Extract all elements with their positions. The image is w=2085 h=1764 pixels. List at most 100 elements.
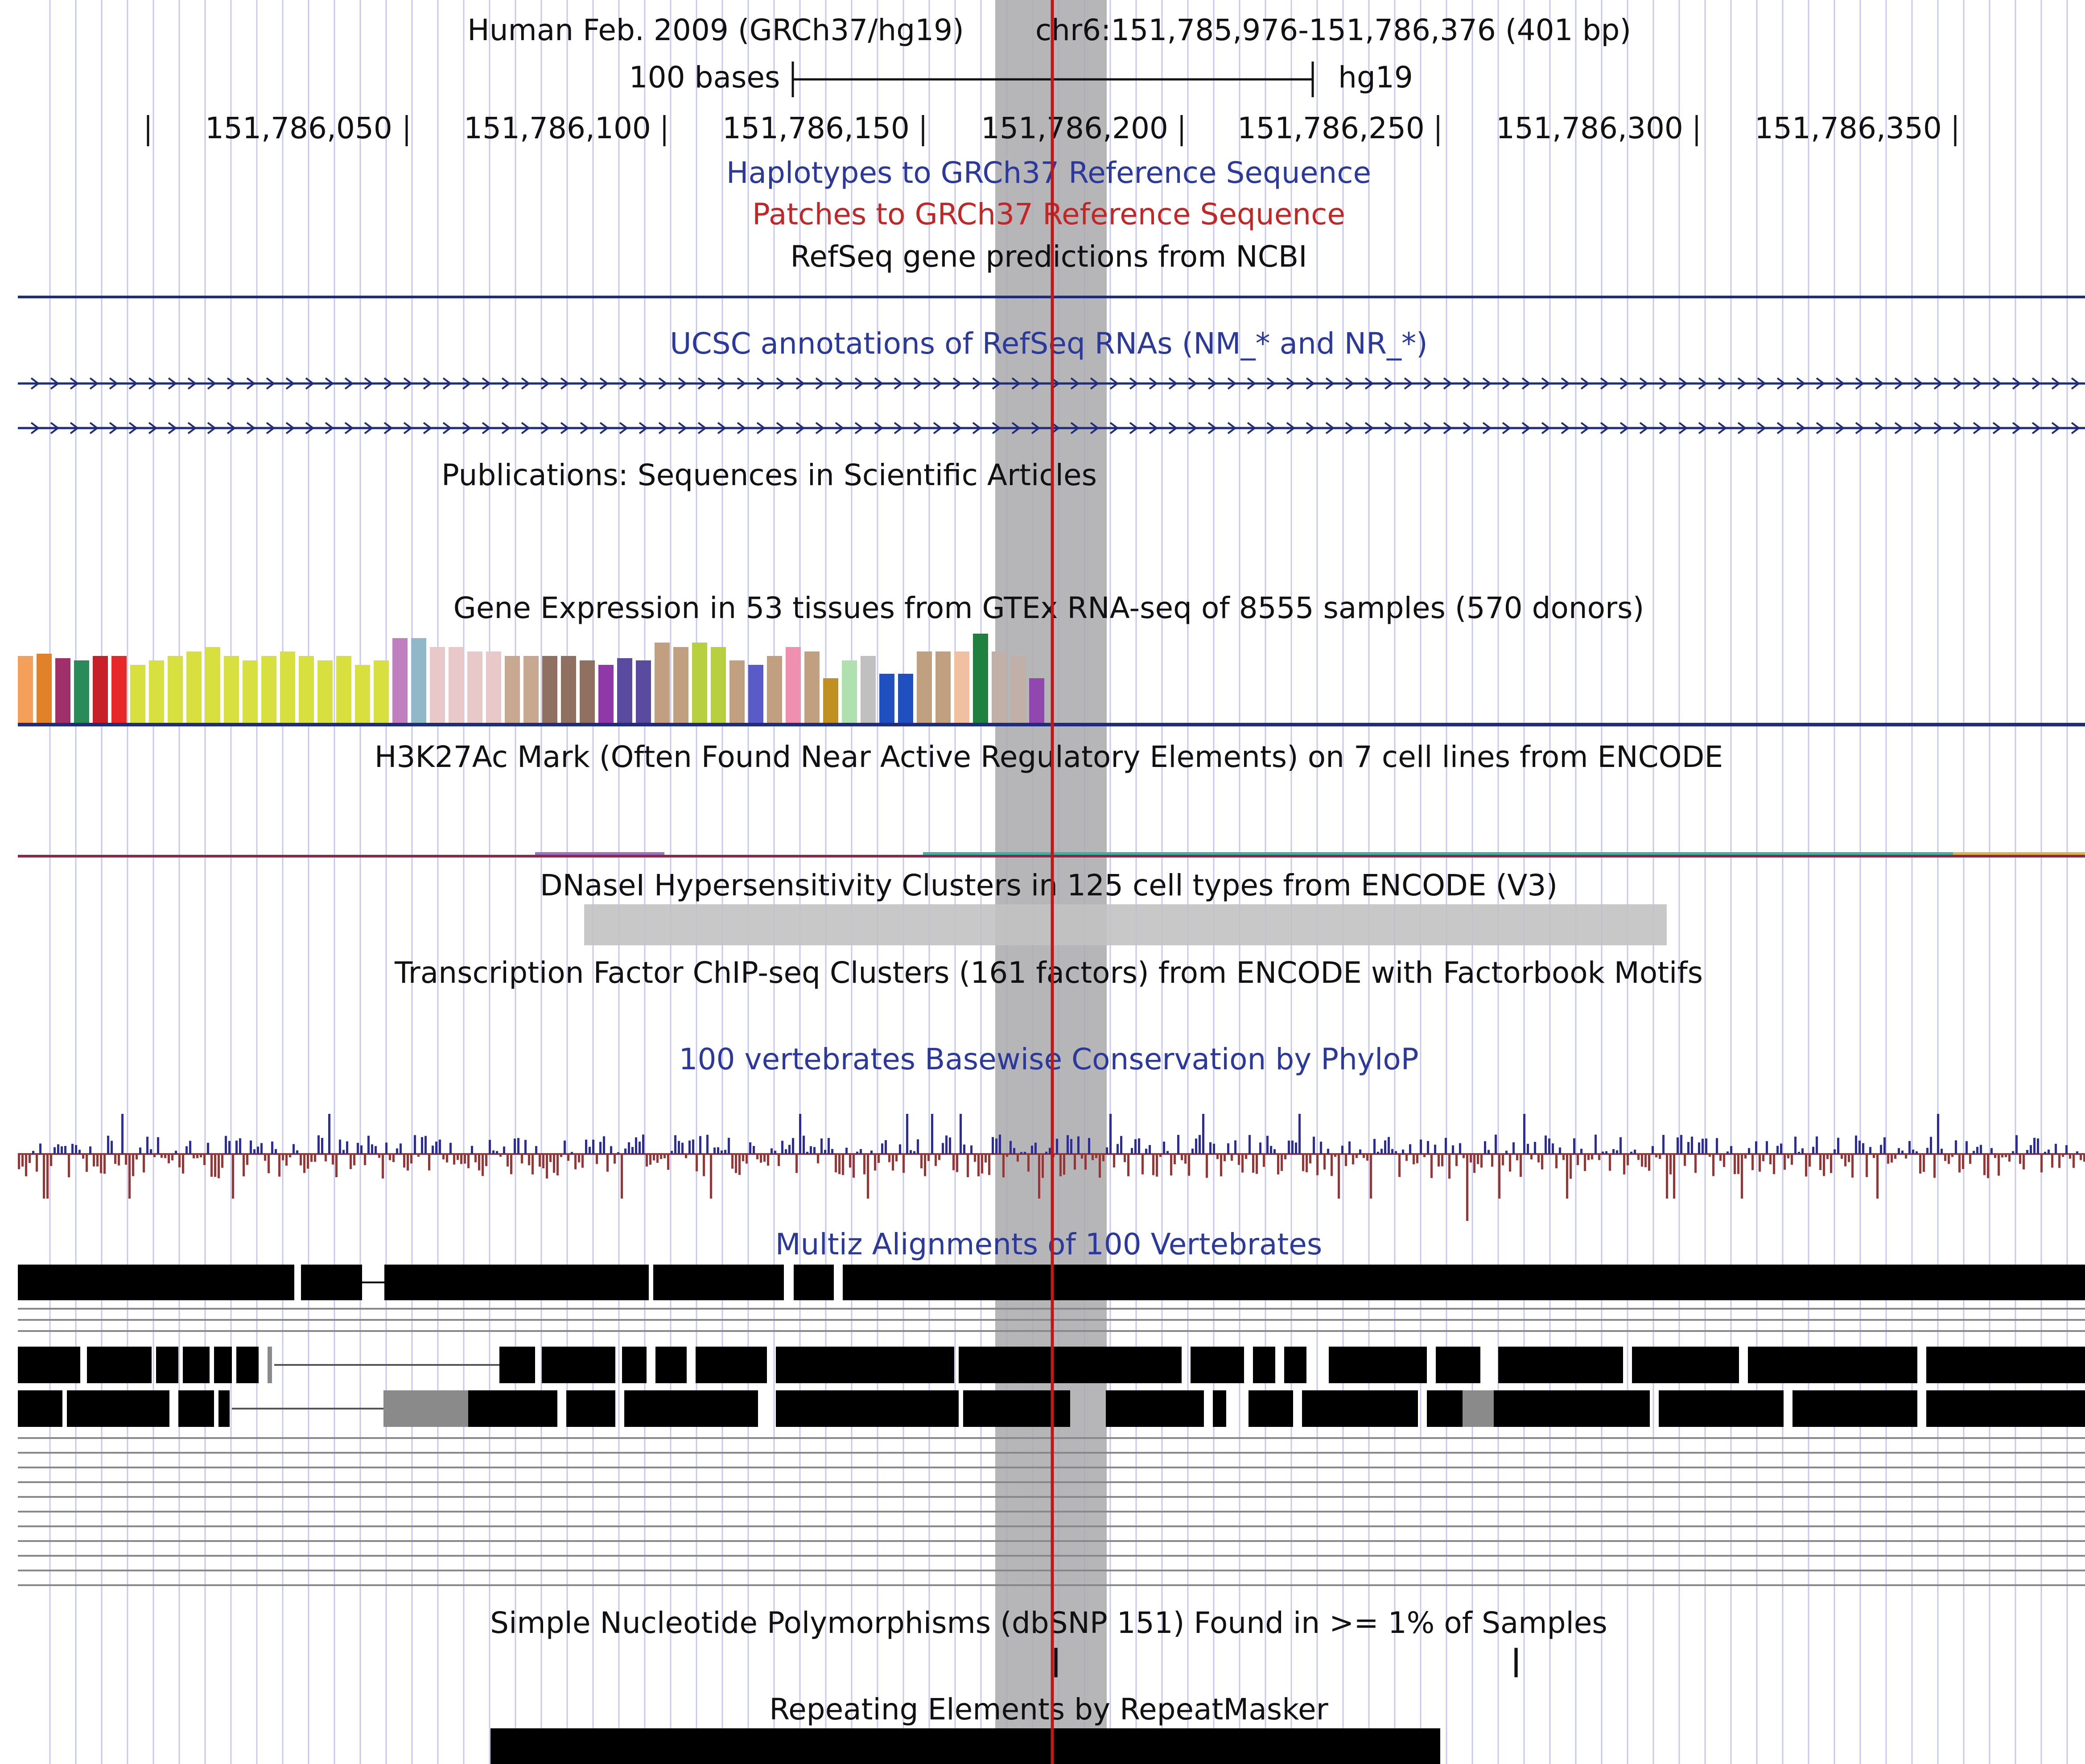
alignment-block[interactable] bbox=[1106, 1390, 1204, 1427]
gtex-tissue-bar[interactable] bbox=[580, 660, 595, 723]
alignment-block[interactable] bbox=[843, 1265, 2085, 1300]
gtex-tissue-bar[interactable] bbox=[917, 651, 932, 723]
gtex-tissue-bar[interactable] bbox=[992, 651, 1007, 723]
alignment-block[interactable] bbox=[622, 1347, 647, 1383]
alignment-block[interactable] bbox=[218, 1390, 230, 1427]
alignment-block[interactable] bbox=[655, 1347, 687, 1383]
gtex-tissue-bar[interactable] bbox=[243, 660, 258, 723]
alignment-block[interactable] bbox=[156, 1347, 178, 1383]
alignment-block[interactable] bbox=[468, 1390, 557, 1427]
gtex-tissue-bar[interactable] bbox=[74, 660, 89, 723]
gtex-expression-bars[interactable] bbox=[18, 634, 1044, 723]
alignment-block[interactable] bbox=[1792, 1390, 1917, 1427]
gtex-tissue-bar[interactable] bbox=[411, 638, 426, 723]
gtex-tissue-bar[interactable] bbox=[711, 647, 726, 723]
alignment-block[interactable] bbox=[1436, 1347, 1480, 1383]
track-label-h3k27ac[interactable]: H3K27Ac Mark (Often Found Near Active Re… bbox=[375, 740, 1723, 774]
dnase-cluster[interactable] bbox=[584, 904, 1667, 945]
gtex-tissue-bar[interactable] bbox=[168, 656, 183, 723]
alignment-block[interactable] bbox=[1926, 1390, 2085, 1427]
gtex-tissue-bar[interactable] bbox=[55, 658, 70, 723]
alignment-block[interactable] bbox=[653, 1265, 784, 1300]
alignment-block[interactable] bbox=[1926, 1347, 2085, 1383]
gtex-tissue-bar[interactable] bbox=[18, 656, 33, 723]
gtex-tissue-bar[interactable] bbox=[1029, 678, 1044, 723]
alignment-block[interactable] bbox=[236, 1347, 259, 1383]
gtex-tissue-bar[interactable] bbox=[898, 674, 913, 723]
alignment-block[interactable] bbox=[499, 1347, 535, 1383]
ucsc-refseq-genes[interactable] bbox=[18, 377, 2085, 434]
alignment-block[interactable] bbox=[776, 1390, 959, 1427]
gtex-tissue-bar[interactable] bbox=[374, 660, 389, 723]
alignment-block[interactable] bbox=[268, 1347, 272, 1383]
gtex-tissue-bar[interactable] bbox=[392, 638, 408, 723]
gtex-tissue-bar[interactable] bbox=[861, 656, 876, 723]
alignment-block[interactable] bbox=[963, 1390, 1070, 1427]
alignment-block[interactable] bbox=[301, 1265, 362, 1300]
gtex-tissue-bar[interactable] bbox=[111, 656, 127, 723]
gtex-tissue-bar[interactable] bbox=[430, 647, 445, 723]
alignment-block[interactable] bbox=[18, 1390, 62, 1427]
gtex-tissue-bar[interactable] bbox=[505, 656, 520, 723]
gtex-tissue-bar[interactable] bbox=[336, 656, 351, 723]
track-label-ucsc-refseq[interactable]: UCSC annotations of RefSeq RNAs (NM_* an… bbox=[670, 326, 1428, 361]
alignment-block[interactable] bbox=[1329, 1347, 1427, 1383]
track-label-snp[interactable]: Simple Nucleotide Polymorphisms (dbSNP 1… bbox=[490, 1606, 1607, 1640]
gtex-tissue-bar[interactable] bbox=[823, 678, 838, 723]
gtex-tissue-bar[interactable] bbox=[280, 651, 295, 723]
alignment-block[interactable] bbox=[696, 1347, 767, 1383]
gtex-tissue-bar[interactable] bbox=[729, 660, 745, 723]
gtex-tissue-bar[interactable] bbox=[973, 634, 988, 723]
gtex-tissue-bar[interactable] bbox=[523, 656, 539, 723]
gtex-tissue-bar[interactable] bbox=[130, 665, 145, 723]
gtex-tissue-bar[interactable] bbox=[299, 656, 314, 723]
alignment-block[interactable] bbox=[18, 1265, 294, 1300]
gtex-tissue-bar[interactable] bbox=[486, 651, 501, 723]
gtex-tissue-bar[interactable] bbox=[879, 674, 894, 723]
gtex-tissue-bar[interactable] bbox=[954, 651, 969, 723]
alignment-block[interactable] bbox=[959, 1347, 1182, 1383]
gtex-tissue-bar[interactable] bbox=[842, 660, 857, 723]
alignment-block[interactable] bbox=[1494, 1390, 1650, 1427]
gtex-tissue-bar[interactable] bbox=[542, 656, 557, 723]
snp-mark[interactable]: | bbox=[1511, 1643, 1521, 1678]
alignment-block[interactable] bbox=[1463, 1390, 1494, 1427]
alignment-block[interactable] bbox=[1659, 1390, 1784, 1427]
gtex-tissue-bar[interactable] bbox=[786, 647, 801, 723]
gtex-tissue-bar[interactable] bbox=[692, 643, 707, 723]
gtex-tissue-bar[interactable] bbox=[93, 656, 108, 723]
gtex-tissue-bar[interactable] bbox=[767, 656, 782, 723]
gtex-tissue-bar[interactable] bbox=[673, 647, 688, 723]
track-label-tfbs[interactable]: Transcription Factor ChIP-seq Clusters (… bbox=[394, 956, 1703, 990]
track-label-gtex[interactable]: Gene Expression in 53 tissues from GTEx … bbox=[453, 591, 1644, 625]
gtex-tissue-bar[interactable] bbox=[205, 647, 220, 723]
gtex-tissue-bar[interactable] bbox=[598, 665, 614, 723]
gtex-tissue-bar[interactable] bbox=[636, 660, 651, 723]
gtex-tissue-bar[interactable] bbox=[224, 656, 239, 723]
alignment-block[interactable] bbox=[1249, 1390, 1293, 1427]
gtex-tissue-bar[interactable] bbox=[355, 665, 370, 723]
gtex-tissue-bar[interactable] bbox=[149, 660, 164, 723]
gtex-tissue-bar[interactable] bbox=[317, 660, 333, 723]
gtex-tissue-bar[interactable] bbox=[748, 665, 763, 723]
alignment-block[interactable] bbox=[87, 1347, 152, 1383]
gtex-tissue-bar[interactable] bbox=[467, 651, 482, 723]
alignment-block[interactable] bbox=[384, 1265, 649, 1300]
alignment-block[interactable] bbox=[624, 1390, 758, 1427]
gtex-tissue-bar[interactable] bbox=[186, 651, 202, 723]
track-label-dnase[interactable]: DNaseI Hypersensitivity Clusters in 125 … bbox=[540, 868, 1558, 903]
alignment-block[interactable] bbox=[1498, 1347, 1623, 1383]
gtex-tissue-bar[interactable] bbox=[1010, 656, 1026, 723]
gtex-tissue-bar[interactable] bbox=[561, 656, 576, 723]
alignment-block[interactable] bbox=[18, 1347, 80, 1383]
multiz-alignments[interactable] bbox=[18, 1265, 2085, 1586]
gtex-tissue-bar[interactable] bbox=[261, 656, 276, 723]
alignment-block[interactable] bbox=[183, 1347, 210, 1383]
alignment-block[interactable] bbox=[566, 1390, 615, 1427]
gtex-tissue-bar[interactable] bbox=[655, 643, 670, 723]
gtex-tissue-bar[interactable] bbox=[37, 654, 52, 723]
alignment-block[interactable] bbox=[178, 1390, 214, 1427]
alignment-block[interactable] bbox=[542, 1347, 615, 1383]
